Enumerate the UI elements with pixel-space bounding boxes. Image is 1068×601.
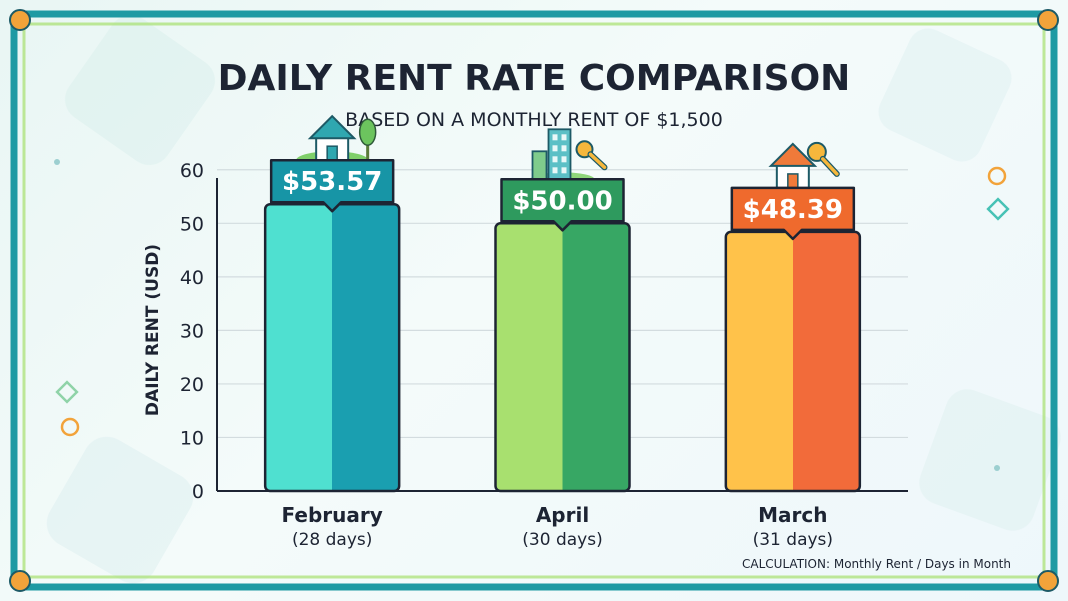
chart-subtitle: BASED ON A MONTHLY RENT OF $1,500: [345, 109, 723, 131]
x-tick-sublabel: (30 days): [522, 530, 602, 550]
dot-icon: [994, 465, 1000, 471]
diamond-icon: [986, 197, 1010, 221]
y-tick-label: 10: [180, 427, 204, 449]
data-label: $50.00: [512, 186, 612, 216]
calculation-footnote: CALCULATION: Monthly Rent / Days in Mont…: [742, 557, 1011, 571]
y-axis-ticks: 0 10 20 30 40 50 60: [180, 160, 204, 503]
house-key-icon: [768, 141, 840, 189]
y-tick-label: 40: [180, 267, 204, 289]
x-tick-label: February: [282, 503, 383, 527]
key-icon: [806, 141, 840, 177]
corner-dot-icon: [1037, 9, 1059, 31]
corner-dot-icon: [9, 9, 31, 31]
dot-icon: [54, 159, 60, 165]
bar-april: [494, 222, 631, 493]
y-axis-label: DAILY RENT (USD): [143, 244, 163, 416]
data-label: $48.39: [743, 195, 843, 225]
x-tick-sublabel: (28 days): [292, 530, 372, 550]
bar-february: [263, 202, 401, 493]
value-badge: $53.57: [269, 158, 395, 213]
x-tick-label: April: [536, 503, 589, 527]
ring-icon: [60, 417, 80, 437]
x-tick-label: March: [758, 503, 827, 527]
ring-icon: [987, 166, 1007, 186]
y-tick-label: 50: [180, 213, 204, 235]
data-label: $53.57: [282, 167, 382, 197]
y-tick-label: 30: [180, 320, 204, 342]
corner-dot-icon: [1037, 570, 1059, 592]
background-decoration: [46, 15, 1061, 584]
x-tick-sublabel: (31 days): [753, 530, 833, 550]
y-tick-label: 60: [180, 160, 204, 182]
value-badge: $48.39: [730, 186, 856, 241]
decorative-frame: [9, 9, 1059, 592]
diamond-icon: [55, 380, 79, 404]
chart-title: DAILY RENT RATE COMPARISON: [218, 58, 851, 99]
key-icon: [575, 140, 608, 171]
bar-march: [724, 230, 862, 493]
y-tick-label: 0: [192, 481, 204, 503]
buildings-key-icon: [530, 128, 608, 187]
y-tick-label: 20: [180, 374, 204, 396]
bars-group: $53.57 $50.00 $48.39: [263, 114, 862, 493]
corner-dot-icon: [9, 570, 31, 592]
x-axis-labels: February (28 days) April (30 days) March (31 …: [282, 503, 834, 550]
value-badge: $50.00: [500, 178, 625, 232]
